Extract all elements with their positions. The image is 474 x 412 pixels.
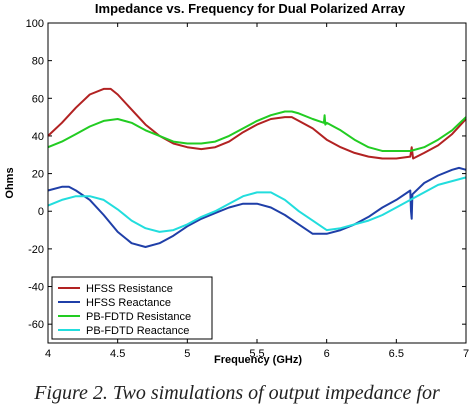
series-lines — [47, 87, 467, 248]
y-tick-label: 80 — [32, 56, 44, 68]
y-tick-label: -40 — [28, 282, 44, 294]
x-tick-label: 7 — [463, 348, 469, 360]
legend-label: HFSS Reactance — [86, 297, 171, 309]
legend: HFSS Resistance HFSS Reactance PB-FDTD Res… — [51, 276, 213, 340]
axis-ticks: 4 4.5 5 5.5 6 6.5 7 -60 -40 -20 0 20 40 60 80 100 — [26, 18, 469, 360]
impedance-chart: Impedance vs. Frequency for Dual Polariz… — [4, 1, 469, 366]
y-tick-label: 0 — [38, 206, 44, 218]
x-tick-label: 4.5 — [110, 348, 125, 360]
x-tick-label: 5.5 — [249, 348, 264, 360]
y-tick-label: -20 — [28, 244, 44, 256]
x-tick-label: 4 — [45, 348, 51, 360]
plot-frame — [47, 22, 467, 344]
x-tick-label: 5 — [184, 348, 190, 360]
x-tick-label: 6 — [324, 348, 330, 360]
figure-caption: Figure 2. Two simulations of output impe… — [34, 382, 440, 404]
x-axis-title: Frequency (GHz) — [214, 354, 302, 366]
y-tick-label: 40 — [32, 131, 44, 143]
legend-label: HFSS Resistance — [86, 283, 173, 295]
y-axis-title: Ohms — [4, 167, 16, 198]
series-line-pb-fdtd-reactance — [47, 176, 467, 233]
y-tick-label: 60 — [32, 93, 44, 105]
chart-title: Impedance vs. Frequency for Dual Polariz… — [95, 1, 406, 16]
legend-label: PB-FDTD Resistance — [86, 311, 191, 323]
y-tick-label: 20 — [32, 169, 44, 181]
y-tick-label: -60 — [28, 319, 44, 331]
legend-label: PB-FDTD Reactance — [86, 325, 189, 337]
x-tick-label: 6.5 — [389, 348, 404, 360]
series-line-hfss-resistance — [47, 87, 467, 160]
series-line-pb-fdtd-resistance — [47, 110, 467, 152]
y-tick-label: 100 — [26, 18, 44, 30]
series-line-hfss-reactance — [47, 166, 467, 248]
